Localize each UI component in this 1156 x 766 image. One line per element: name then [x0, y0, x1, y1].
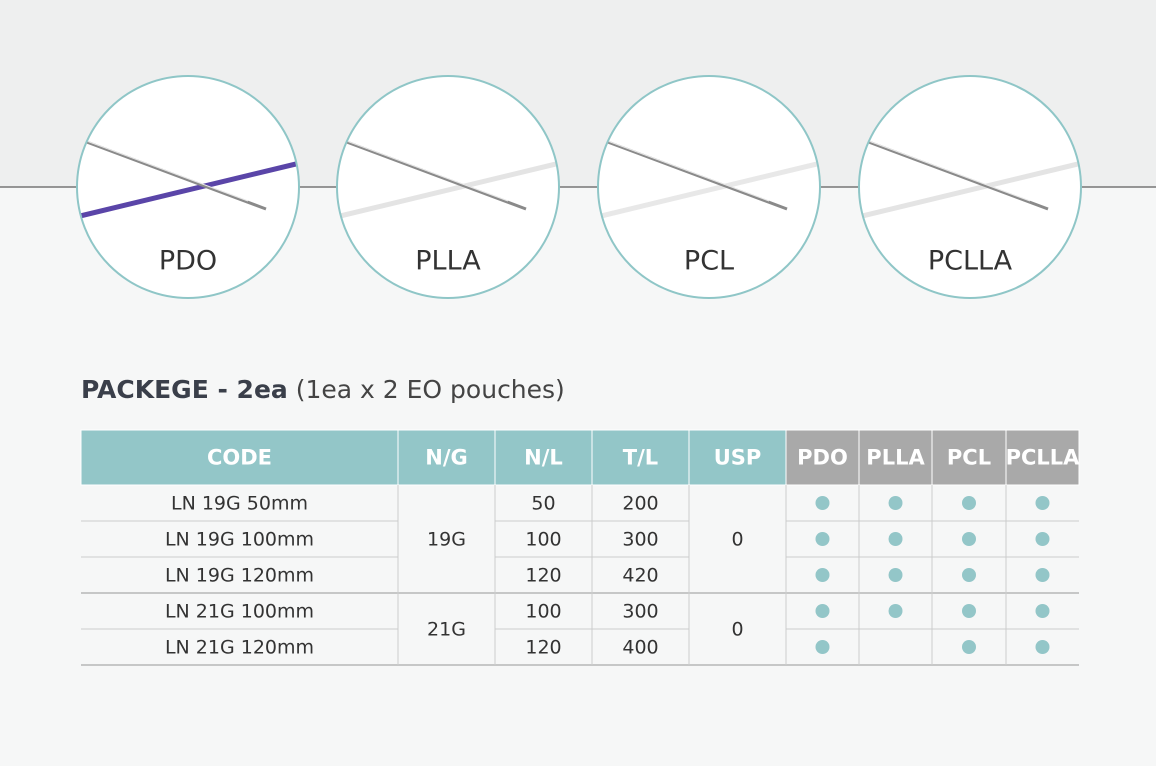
- material-label: PCL: [684, 246, 734, 277]
- usp-cell: 0: [731, 529, 743, 551]
- availability-dot: [1035, 568, 1050, 582]
- needle: [604, 139, 788, 211]
- package-heading: PACKEGE - 2ea (1ea x 2 EO pouches): [81, 375, 565, 404]
- availability-dot: [962, 496, 976, 510]
- ng-cell: 19G: [427, 529, 466, 551]
- nl-cell: 50: [531, 493, 555, 515]
- header-cell: [494, 429, 593, 486]
- ng-cell: 21G: [427, 619, 466, 641]
- header-label: CODE: [207, 446, 272, 470]
- header-label: PCL: [947, 446, 991, 470]
- code-cell: LN 19G 120mm: [165, 565, 314, 587]
- availability-dot: [1035, 532, 1050, 546]
- package-title: PACKEGE - 2ea: [81, 375, 288, 404]
- header-cell: [688, 429, 787, 486]
- tl-cell: 420: [622, 565, 658, 587]
- circle-border: [76, 75, 300, 299]
- circle-border: [597, 75, 821, 299]
- code-cell: LN 19G 100mm: [165, 529, 314, 551]
- availability-dot: [962, 604, 976, 618]
- availability-dot: [815, 640, 830, 654]
- thread: [598, 160, 820, 220]
- thread: [859, 160, 1081, 220]
- header-label: N/G: [425, 446, 467, 470]
- thread: [337, 160, 559, 220]
- availability-dot: [815, 532, 830, 546]
- material-circle: [337, 76, 559, 298]
- needle-shine: [83, 139, 249, 202]
- needle-shine: [343, 139, 509, 202]
- availability-dot: [1035, 496, 1050, 510]
- availability-dot: [962, 532, 976, 546]
- material-label: PLLA: [415, 246, 481, 277]
- tl-cell: 400: [622, 637, 658, 659]
- tl-cell: 300: [622, 529, 658, 551]
- needle-illustration: [77, 139, 299, 220]
- header-cell: [858, 429, 933, 486]
- package-note: (1ea x 2 EO pouches): [296, 375, 565, 404]
- header-label: PDO: [797, 446, 848, 470]
- nl-cell: 100: [525, 529, 561, 551]
- material-circle: [859, 76, 1081, 298]
- availability-dot: [1035, 640, 1050, 654]
- needle: [865, 139, 1049, 211]
- tl-cell: 200: [622, 493, 658, 515]
- header-label: T/L: [623, 446, 658, 470]
- thread: [77, 160, 299, 220]
- availability-dot: [815, 496, 830, 510]
- code-cell: LN 21G 100mm: [165, 601, 314, 623]
- needle-illustration: [598, 139, 820, 220]
- material-label: PCLLA: [928, 246, 1013, 277]
- availability-dot: [962, 568, 976, 582]
- header-label: PCLLA: [1006, 446, 1081, 470]
- header-label: PLLA: [866, 446, 925, 470]
- nl-cell: 120: [525, 637, 561, 659]
- header-label: USP: [714, 446, 762, 470]
- availability-dot: [888, 532, 903, 546]
- needle-illustration: [859, 139, 1081, 220]
- availability-dot: [888, 568, 903, 582]
- needle-shine: [865, 139, 1031, 202]
- availability-dot: [962, 640, 976, 654]
- tl-cell: 300: [622, 601, 658, 623]
- needle: [343, 139, 527, 211]
- code-cell: LN 19G 50mm: [171, 493, 308, 515]
- material-label: PDO: [159, 246, 217, 277]
- needle: [83, 139, 267, 211]
- usp-cell: 0: [731, 619, 743, 641]
- availability-dot: [1035, 604, 1050, 618]
- needle-illustration: [337, 139, 559, 220]
- header-label: N/L: [524, 446, 563, 470]
- nl-cell: 100: [525, 601, 561, 623]
- availability-dot: [888, 496, 903, 510]
- material-circle: [598, 76, 820, 298]
- header-cell: [1005, 429, 1080, 486]
- code-cell: LN 21G 120mm: [165, 637, 314, 659]
- needle-shine: [604, 139, 770, 202]
- material-circle: [77, 76, 299, 298]
- availability-dot: [815, 568, 830, 582]
- header-cell: [80, 429, 399, 486]
- circle-border: [336, 75, 560, 299]
- availability-dot: [888, 604, 903, 618]
- availability-dot: [815, 604, 830, 618]
- nl-cell: 120: [525, 565, 561, 587]
- circle-border: [858, 75, 1082, 299]
